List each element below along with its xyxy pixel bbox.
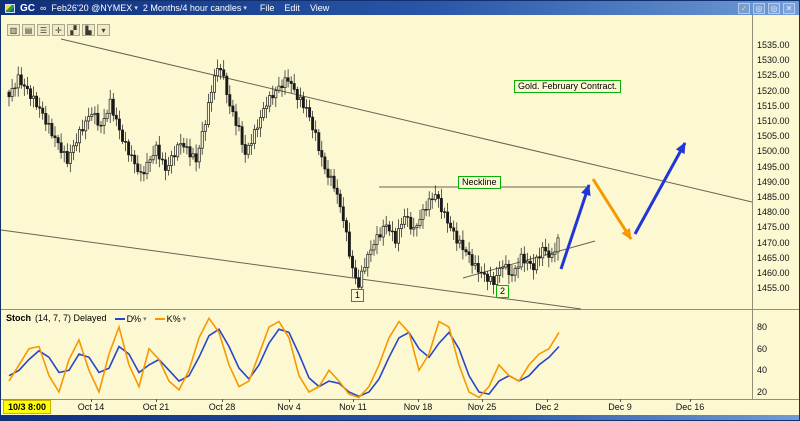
date-tick-label: Oct 21	[142, 402, 170, 412]
window-control-0[interactable]: ✓	[738, 2, 750, 14]
window-control-1[interactable]: ◎	[753, 2, 765, 14]
stoch-tick-label: 60	[757, 343, 768, 354]
legend-dpct[interactable]: D% ▾	[114, 314, 147, 324]
date-tick-mark	[418, 399, 419, 402]
date-tick-label: Dec 16	[675, 402, 705, 412]
price-tick-label: 1475.00	[757, 222, 790, 233]
time-axis-divider	[1, 399, 799, 400]
chevron-down-icon: ▾	[182, 316, 187, 323]
stoch-tick-label: 20	[757, 386, 768, 397]
date-tick-label: Nov 25	[467, 402, 497, 412]
date-tick-mark	[547, 399, 548, 402]
menu-edit[interactable]: Edit	[284, 3, 300, 13]
axis-separator	[752, 15, 753, 399]
chart-toolbar: ▥ ▤ ☰ ✛ ▞ ▙ ▾	[7, 24, 110, 36]
window-bottom-frame	[1, 415, 799, 420]
price-tick-label: 1520.00	[757, 85, 790, 96]
toolbar-button-1[interactable]: ▤	[22, 24, 35, 36]
contract-label: Feb26'20 @NYMEX	[51, 3, 133, 13]
toolbar-button-6[interactable]: ▾	[97, 24, 110, 36]
price-tick-label: 1470.00	[757, 237, 790, 248]
legend-label: D%	[126, 314, 142, 324]
window-control-3[interactable]: ✕	[783, 2, 795, 14]
contract-selector[interactable]: Feb26'20 @NYMEX ▾	[51, 3, 137, 13]
app-icon	[5, 3, 15, 13]
toolbar-button-0[interactable]: ▥	[7, 24, 20, 36]
date-tick-mark	[222, 399, 223, 402]
date-tick-mark	[289, 399, 290, 402]
period-label: 2 Months/4 hour candles	[142, 3, 242, 13]
toolbar-button-3[interactable]: ✛	[52, 24, 65, 36]
point-2-annotation[interactable]: 2	[496, 285, 510, 298]
price-tick-label: 1510.00	[757, 116, 790, 126]
toolbar-button-2[interactable]: ☰	[37, 24, 50, 36]
toolbar-button-5[interactable]: ▙	[82, 24, 95, 36]
chevron-down-icon: ▾	[134, 5, 138, 12]
price-tick-label: 1460.00	[757, 268, 790, 278]
price-tick-label: 1485.00	[757, 192, 790, 202]
price-tick-label: 1505.00	[757, 131, 790, 142]
date-tick-mark	[620, 399, 621, 402]
stoch-tick-label: 80	[757, 322, 768, 332]
neckline-annotation[interactable]: Neckline	[458, 176, 501, 189]
price-tick-label: 1495.00	[757, 161, 790, 172]
date-tick-label: Nov 18	[403, 402, 433, 412]
stoch-params: (14, 7, 7) Delayed	[35, 313, 107, 323]
toolbar-button-4[interactable]: ▞	[67, 24, 80, 36]
menu-file[interactable]: File	[259, 3, 275, 13]
price-tick-label: 1490.00	[757, 176, 790, 187]
price-panel[interactable]	[1, 15, 799, 309]
stoch-name: Stoch	[6, 313, 32, 323]
price-tick-label: 1465.00	[757, 252, 790, 263]
menu-bar: File Edit View	[260, 3, 329, 13]
legend-kpct[interactable]: K% ▾	[154, 314, 187, 324]
menu-view[interactable]: View	[309, 3, 330, 13]
window-control-2[interactable]: ◎	[768, 2, 780, 14]
point-1-annotation[interactable]: 1	[351, 289, 365, 302]
date-tick-mark	[91, 399, 92, 402]
stoch-legend: Stoch (14, 7, 7) Delayed D% ▾ K% ▾	[6, 312, 186, 324]
legend-label: K%	[166, 314, 181, 324]
date-tick-label: Dec 2	[535, 402, 559, 412]
price-tick-label: 1515.00	[757, 100, 790, 111]
infinity-icon: ∞	[40, 3, 47, 13]
contract-annotation[interactable]: Gold. February Contract.	[514, 80, 622, 93]
date-tick-mark	[482, 399, 483, 402]
price-tick-label: 1525.00	[757, 70, 790, 81]
price-tick-label: 1535.00	[757, 40, 790, 50]
stoch-tick-label: 40	[757, 365, 768, 376]
legend-swatch	[114, 318, 125, 320]
date-tick-mark	[690, 399, 691, 402]
window-controls: ✓ ◎ ◎ ✕	[738, 2, 795, 14]
cursor-timestamp: 10/3 8:00	[3, 400, 52, 414]
date-tick-label: Dec 9	[608, 402, 632, 412]
date-tick-label: Nov 4	[277, 402, 301, 412]
price-tick-label: 1530.00	[757, 55, 790, 66]
price-tick-label: 1480.00	[757, 207, 790, 218]
chevron-down-icon: ▾	[243, 5, 247, 12]
date-tick-mark	[156, 399, 157, 402]
stoch-panel-divider	[1, 309, 799, 310]
date-tick-label: Oct 14	[77, 402, 105, 412]
date-tick-mark	[353, 399, 354, 402]
legend-swatch	[154, 318, 165, 320]
date-tick-label: Oct 28	[208, 402, 236, 412]
chevron-down-icon: ▾	[143, 316, 147, 323]
date-tick-label: Nov 11	[339, 402, 367, 412]
title-bar: GC ∞ Feb26'20 @NYMEX ▾ 2 Months/4 hour c…	[1, 1, 799, 15]
price-tick-label: 1500.00	[757, 146, 790, 157]
price-tick-label: 1455.00	[757, 283, 790, 294]
period-selector[interactable]: 2 Months/4 hour candles ▾	[143, 3, 247, 13]
symbol-label: GC	[20, 2, 35, 14]
